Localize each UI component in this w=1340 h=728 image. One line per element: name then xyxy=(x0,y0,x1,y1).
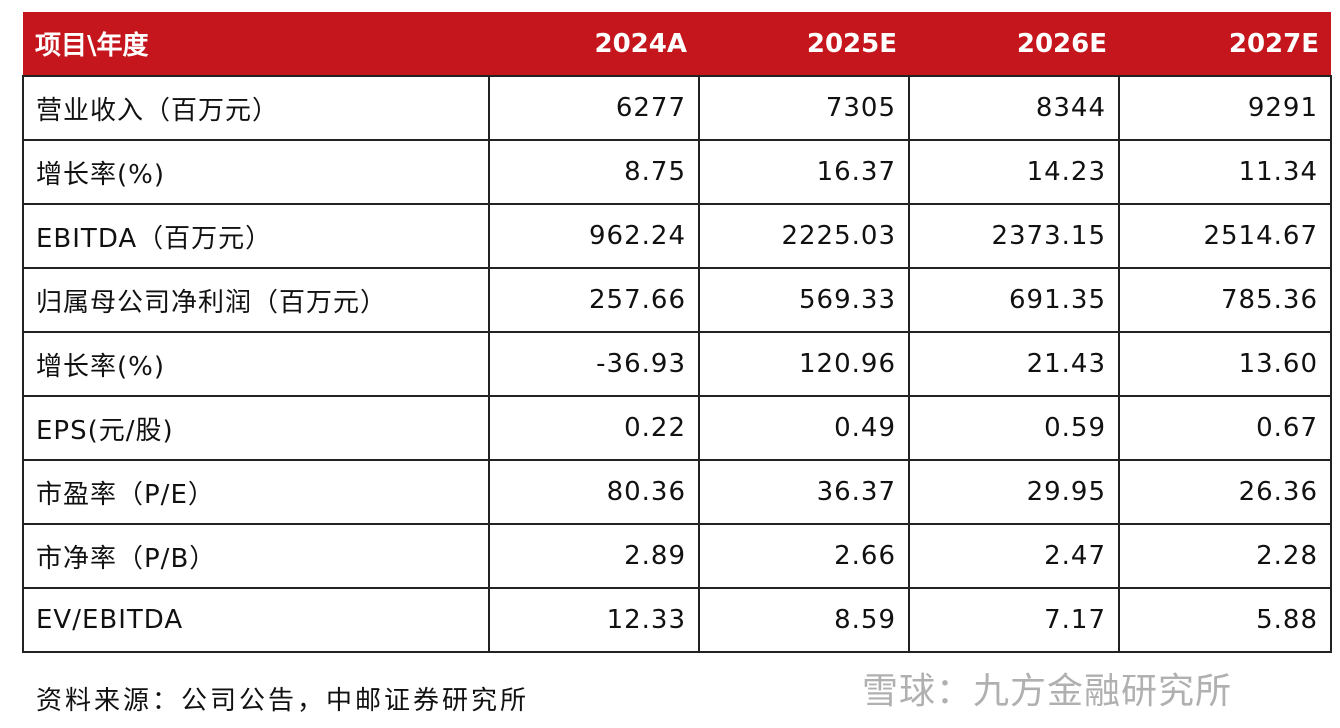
header-cell: 2024A xyxy=(489,12,699,76)
value-cell: 80.36 xyxy=(488,459,700,525)
row-label: 增长率(%) xyxy=(22,331,490,397)
row-label: 增长率(%) xyxy=(22,139,490,205)
value-cell: 5.88 xyxy=(1118,587,1332,653)
value-cell: 11.34 xyxy=(1118,139,1332,205)
value-cell: 2.66 xyxy=(698,523,910,589)
header-cell: 2027E xyxy=(1119,12,1331,76)
watermark: 雪球：九方金融研究所 xyxy=(862,671,1233,712)
header-cell: 2026E xyxy=(909,12,1119,76)
value-cell: 2.89 xyxy=(488,523,700,589)
table-row: EV/EBITDA 12.33 8.59 7.17 5.88 xyxy=(22,587,1332,653)
value-cell: 6277 xyxy=(488,75,700,141)
value-cell: 8.75 xyxy=(488,139,700,205)
value-cell: 0.59 xyxy=(908,395,1120,461)
value-cell: 691.35 xyxy=(908,267,1120,333)
table-row: 市盈率（P/E） 80.36 36.37 29.95 26.36 xyxy=(22,459,1332,525)
row-label: 营业收入（百万元） xyxy=(22,75,490,141)
value-cell: 0.22 xyxy=(488,395,700,461)
value-cell: 12.33 xyxy=(488,587,700,653)
value-cell: 9291 xyxy=(1118,75,1332,141)
header-cell: 2025E xyxy=(699,12,909,76)
value-cell: -36.93 xyxy=(488,331,700,397)
value-cell: 21.43 xyxy=(908,331,1120,397)
table-row: 归属母公司净利润（百万元） 257.66 569.33 691.35 785.36 xyxy=(22,267,1332,333)
row-label: EPS(元/股) xyxy=(22,395,490,461)
row-label: EBITDA（百万元） xyxy=(22,203,490,269)
value-cell: 8344 xyxy=(908,75,1120,141)
value-cell: 36.37 xyxy=(698,459,910,525)
header-cell: 项目\年度 xyxy=(23,12,489,76)
value-cell: 16.37 xyxy=(698,139,910,205)
table-row: EBITDA（百万元） 962.24 2225.03 2373.15 2514.67 xyxy=(22,203,1332,269)
value-cell: 2.47 xyxy=(908,523,1120,589)
value-cell: 8.59 xyxy=(698,587,910,653)
table-row: 增长率(%) -36.93 120.96 21.43 13.60 xyxy=(22,331,1332,397)
value-cell: 7.17 xyxy=(908,587,1120,653)
value-cell: 257.66 xyxy=(488,267,700,333)
value-cell: 785.36 xyxy=(1118,267,1332,333)
value-cell: 2373.15 xyxy=(908,203,1120,269)
value-cell: 962.24 xyxy=(488,203,700,269)
value-cell: 13.60 xyxy=(1118,331,1332,397)
value-cell: 0.67 xyxy=(1118,395,1332,461)
source-note: 资料来源：公司公告，中邮证券研究所 xyxy=(36,686,530,716)
value-cell: 26.36 xyxy=(1118,459,1332,525)
table-row: EPS(元/股) 0.22 0.49 0.59 0.67 xyxy=(22,395,1332,461)
table-row: 营业收入（百万元） 6277 7305 8344 9291 xyxy=(22,75,1332,141)
value-cell: 2225.03 xyxy=(698,203,910,269)
value-cell: 7305 xyxy=(698,75,910,141)
table-body: 营业收入（百万元） 6277 7305 8344 9291 增长率(%) 8.75 16.37… xyxy=(22,75,1332,653)
row-label: 市净率（P/B） xyxy=(22,523,490,589)
value-cell: 569.33 xyxy=(698,267,910,333)
row-label: 归属母公司净利润（百万元） xyxy=(22,267,490,333)
table-row: 增长率(%) 8.75 16.37 14.23 11.34 xyxy=(22,139,1332,205)
table-row: 市净率（P/B） 2.89 2.66 2.47 2.28 xyxy=(22,523,1332,589)
value-cell: 29.95 xyxy=(908,459,1120,525)
row-label: 市盈率（P/E） xyxy=(22,459,490,525)
row-label: EV/EBITDA xyxy=(22,587,490,653)
value-cell: 14.23 xyxy=(908,139,1120,205)
value-cell: 0.49 xyxy=(698,395,910,461)
header-row: 项目\年度 2024A 2025E 2026E 2027E xyxy=(23,12,1331,76)
value-cell: 2514.67 xyxy=(1118,203,1332,269)
value-cell: 2.28 xyxy=(1118,523,1332,589)
financial-table: 项目\年度 2024A 2025E 2026E 2027E 营业收入（百万元） 6277 7… xyxy=(22,12,1332,653)
value-cell: 120.96 xyxy=(698,331,910,397)
